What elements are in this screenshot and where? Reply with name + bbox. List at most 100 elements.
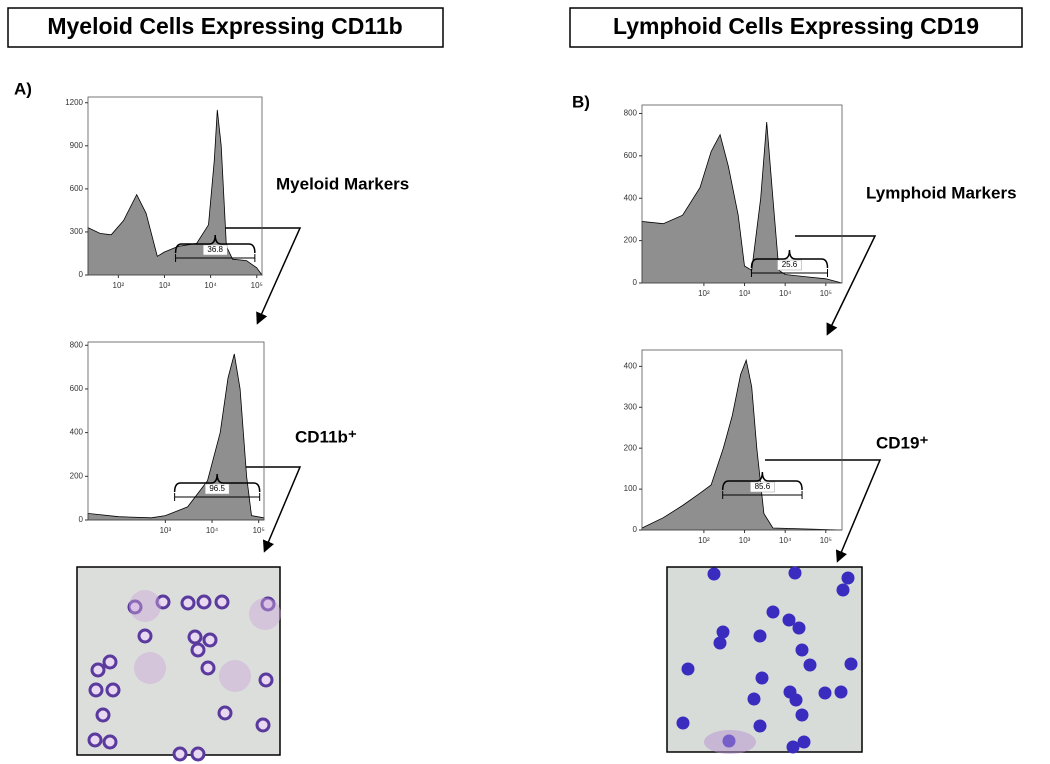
- gate-brace: [721, 471, 803, 491]
- micrograph: [666, 566, 863, 753]
- gate-label-box: [202, 244, 228, 256]
- heading-box: [7, 7, 444, 48]
- y-tick-label: 200: [624, 443, 638, 452]
- cell: [753, 719, 767, 733]
- panel-label: A): [14, 79, 32, 98]
- cell: [713, 636, 727, 650]
- x-tick-label: 10⁵: [820, 536, 832, 545]
- cell: [766, 605, 780, 619]
- x-tick-label: 10⁴: [779, 289, 792, 298]
- y-tick-label: 0: [633, 278, 638, 287]
- plot-frame: [87, 341, 265, 521]
- histogram: [87, 353, 265, 521]
- cell: [716, 625, 730, 639]
- y-tick-label: 0: [79, 515, 84, 524]
- cell: [782, 613, 796, 627]
- cell: [102, 734, 118, 750]
- marker-label: CD19⁺: [876, 433, 928, 452]
- x-tick-label: 10²: [113, 281, 125, 290]
- y-tick-label: 200: [70, 471, 84, 480]
- cell: [137, 628, 153, 644]
- y-tick-label: 800: [70, 340, 84, 349]
- cell: [786, 740, 800, 754]
- y-tick-label: 1200: [65, 98, 83, 107]
- cell: [747, 692, 761, 706]
- y-tick-label: 300: [70, 227, 84, 236]
- cell: [87, 732, 103, 748]
- gate-label: 25.6: [782, 260, 798, 269]
- cell: [803, 658, 817, 672]
- gate-brace: [750, 249, 829, 269]
- cell: [187, 629, 203, 645]
- heading: Lymphoid Cells Expressing CD19: [613, 13, 979, 39]
- cell: [155, 594, 171, 610]
- marker-label: CD11b⁺: [295, 427, 357, 446]
- gate-brace: [174, 234, 256, 254]
- cell: [217, 705, 233, 721]
- stain: [134, 652, 166, 684]
- cell: [214, 594, 230, 610]
- stain: [249, 598, 281, 630]
- plot-frame: [641, 349, 843, 531]
- cell: [90, 662, 106, 678]
- gate-label-box: [750, 481, 775, 493]
- y-tick-label: 600: [70, 184, 84, 193]
- cell: [792, 621, 806, 635]
- histogram: [641, 121, 843, 284]
- x-tick-label: 10³: [739, 289, 751, 298]
- x-tick-label: 10⁵: [251, 281, 263, 290]
- y-tick-label: 300: [624, 402, 638, 411]
- connectors: [220, 227, 882, 563]
- cell: [789, 693, 803, 707]
- y-tick-label: 100: [624, 484, 638, 493]
- x-tick-label: 10⁴: [779, 536, 792, 545]
- cell: [834, 685, 848, 699]
- cell: [88, 682, 104, 698]
- y-tick-label: 600: [70, 384, 84, 393]
- cell: [753, 629, 767, 643]
- marker-label: Lymphoid Markers: [866, 183, 1017, 202]
- x-tick-label: 10²: [698, 289, 710, 298]
- y-tick-label: 800: [624, 109, 638, 118]
- cell: [127, 599, 143, 615]
- cell: [676, 716, 690, 730]
- cell: [707, 567, 721, 581]
- cell: [795, 643, 809, 657]
- stain: [219, 660, 251, 692]
- x-tick-label: 10⁵: [253, 526, 265, 535]
- stain: [129, 590, 161, 622]
- cell: [818, 686, 832, 700]
- cell: [172, 746, 188, 762]
- gate-brace: [173, 473, 261, 493]
- cell: [844, 657, 858, 671]
- cell: [836, 583, 850, 597]
- cells: [87, 566, 858, 762]
- x-tick-label: 10⁴: [204, 281, 217, 290]
- cell: [200, 660, 216, 676]
- y-tick-label: 400: [624, 361, 638, 370]
- cell: [202, 632, 218, 648]
- x-tick-label: 10²: [698, 536, 710, 545]
- y-tick-label: 900: [70, 141, 84, 150]
- y-tick-label: 600: [624, 151, 638, 160]
- plot-frame: [641, 104, 843, 284]
- heading-box: [569, 7, 1023, 48]
- plot-frame: [87, 96, 263, 276]
- stain: [704, 730, 756, 754]
- x-tick-label: 10⁵: [820, 289, 832, 298]
- y-tick-label: 400: [70, 428, 84, 437]
- x-tick-label: 10³: [159, 281, 171, 290]
- y-tick-label: 200: [624, 236, 638, 245]
- cell: [795, 708, 809, 722]
- cell: [258, 672, 274, 688]
- heading: Myeloid Cells Expressing CD11b: [47, 13, 402, 39]
- gate-label: 85.6: [755, 482, 771, 491]
- cell: [797, 735, 811, 749]
- y-tick-label: 0: [633, 525, 638, 534]
- x-tick-label: 10³: [160, 526, 172, 535]
- gate-label: 36.8: [207, 245, 223, 254]
- cell: [255, 717, 271, 733]
- gate-label-box: [204, 483, 230, 495]
- cell: [105, 682, 121, 698]
